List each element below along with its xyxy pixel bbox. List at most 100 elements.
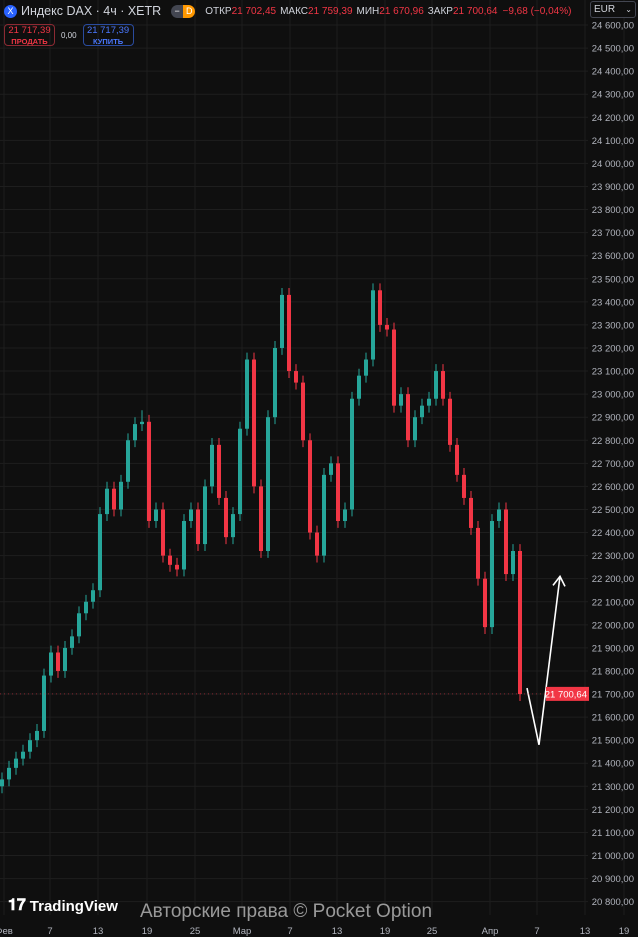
candle-body [476, 527, 480, 579]
candle-body [161, 509, 165, 556]
candle-body [497, 509, 501, 522]
y-tick-label: 21 000,00 [592, 851, 634, 862]
candle-body [196, 509, 200, 545]
trade-panel: 21 717,39 ПРОДАТЬ 0,00 21 717,39 КУПИТЬ [4, 24, 134, 46]
candle-body [329, 463, 333, 475]
candle-body [518, 550, 522, 695]
last-price-label-bg [546, 686, 589, 701]
candle-body [203, 486, 207, 545]
y-tick-label: 23 300,00 [592, 320, 634, 331]
change-value: −9,68 (−0,04%) [502, 5, 572, 17]
candle-body [511, 550, 515, 575]
candle-body [56, 652, 60, 671]
last-price-label: 21 700,64 [545, 689, 587, 700]
candle-body [133, 424, 137, 441]
spread-value: 0,00 [61, 30, 77, 40]
candle-body [413, 417, 417, 441]
high-value: 21 759,39 [308, 5, 353, 17]
candle-body [427, 398, 431, 406]
pill-minus: − [171, 4, 184, 18]
arrow-head-icon [552, 574, 566, 587]
y-tick-label: 21 900,00 [592, 643, 634, 654]
pill-d: D [183, 4, 196, 18]
candle-body [126, 440, 130, 482]
candle-body [7, 767, 11, 780]
y-tick-label: 23 800,00 [592, 205, 634, 216]
candle-body [182, 521, 186, 570]
candle-body [294, 371, 298, 383]
candle-body [259, 486, 263, 551]
candle-body [140, 421, 144, 425]
close-value: 21 700,64 [452, 5, 498, 17]
y-tick-label: 21 800,00 [592, 666, 634, 677]
symbol-title[interactable]: Индекс DAX · 4ч · XETR [21, 4, 162, 18]
y-tick-label: 21 100,00 [592, 828, 634, 839]
candle-body [210, 444, 214, 487]
candle-body [168, 555, 172, 565]
candle-body [21, 751, 25, 759]
candle-body [441, 371, 445, 399]
tradingview-logo[interactable]: 𝟏𝟕 TradingView [8, 897, 118, 915]
x-tick-label: 13 [93, 926, 104, 937]
y-tick-label: 22 200,00 [592, 574, 634, 585]
market-status-pill[interactable]: − D [171, 4, 196, 18]
candle-body [406, 394, 410, 441]
candle-body [266, 417, 270, 551]
y-tick-label: 24 600,00 [592, 21, 634, 32]
candle-body [154, 509, 158, 522]
y-tick-label: 20 900,00 [592, 874, 634, 885]
candle-body [119, 481, 123, 510]
candle-body [245, 359, 249, 429]
candle-body [448, 398, 452, 445]
sell-label: ПРОДАТЬ [11, 37, 48, 46]
candle-body [105, 488, 109, 515]
y-tick-label: 22 000,00 [592, 620, 634, 631]
tv-logo-icon: 𝟏𝟕 [8, 897, 26, 914]
y-tick-label: 20 800,00 [592, 897, 634, 908]
x-tick-label: Мар [233, 926, 252, 937]
candle-body [462, 474, 466, 498]
y-tick-label: 23 000,00 [592, 390, 634, 401]
candle-body [91, 590, 95, 602]
y-tick-label: 24 100,00 [592, 136, 634, 147]
open-label: ОТКР [205, 5, 232, 17]
y-tick-label: 22 800,00 [592, 436, 634, 447]
candle-body [315, 532, 319, 556]
candle-body [14, 758, 18, 768]
low-value: 21 670,96 [379, 5, 424, 17]
candle-body [322, 474, 326, 556]
y-tick-label: 23 400,00 [592, 297, 634, 308]
sell-button[interactable]: 21 717,39 ПРОДАТЬ [4, 24, 55, 46]
x-tick-label: 19 [380, 926, 391, 937]
y-tick-label: 23 600,00 [592, 251, 634, 262]
candle-body [231, 514, 235, 538]
buy-button[interactable]: 21 717,39 КУПИТЬ [82, 24, 134, 46]
x-tick-label: Апр [482, 926, 499, 937]
candle-body [224, 497, 228, 538]
currency-select[interactable]: EUR ⌄ [590, 1, 636, 18]
x-tick-label: 13 [580, 926, 591, 937]
y-tick-label: 22 300,00 [592, 551, 634, 562]
y-tick-label: 22 500,00 [592, 505, 634, 516]
candle-body [504, 509, 508, 575]
candle-body [70, 636, 74, 648]
candle-body [336, 463, 340, 522]
candle-body [84, 601, 88, 614]
sell-price: 21 717,39 [8, 25, 51, 36]
y-tick-label: 23 700,00 [592, 228, 634, 239]
y-tick-label: 21 200,00 [592, 805, 634, 816]
y-tick-label: 24 400,00 [592, 67, 634, 78]
y-tick-label: 22 400,00 [592, 528, 634, 539]
y-tick-label: 21 300,00 [592, 782, 634, 793]
y-tick-label: 24 300,00 [592, 90, 634, 101]
x-logo-icon: X [4, 4, 17, 18]
y-tick-label: 24 200,00 [592, 113, 634, 124]
y-tick-label: 23 100,00 [592, 367, 634, 378]
candle-body [189, 509, 193, 522]
x-tick-label: 25 [427, 926, 438, 937]
candle-body [434, 371, 438, 399]
candle-body [350, 398, 354, 510]
candle-body [280, 294, 284, 348]
candle-body [217, 444, 221, 498]
